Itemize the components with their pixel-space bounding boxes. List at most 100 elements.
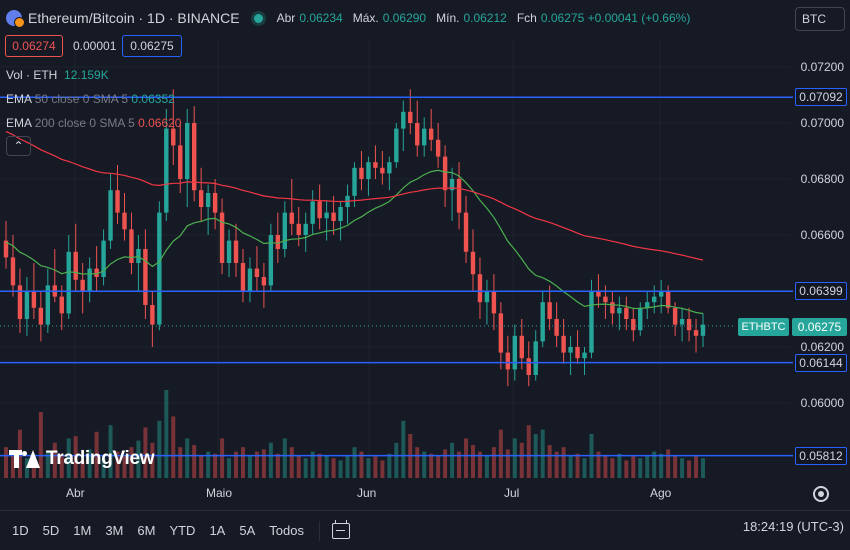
volume-bar (659, 453, 664, 478)
candle (533, 330, 538, 381)
volume-bar (192, 445, 197, 478)
candle-body (505, 352, 511, 370)
candle-body (589, 291, 594, 353)
candle-body (87, 268, 92, 291)
candle-body (17, 285, 23, 319)
chart-settings-gear-icon[interactable] (813, 486, 829, 502)
timeframe-6m[interactable]: 6M (137, 523, 156, 538)
ema50-legend[interactable]: EMA 50 close 0 SMA 5 0.06352 (6, 92, 175, 106)
candle-body (638, 307, 643, 331)
candle-body (247, 268, 253, 291)
volume-bar (143, 427, 148, 478)
candle (178, 123, 183, 193)
volume-indicator-legend[interactable]: Vol · ETH 12.159K (6, 68, 109, 82)
bottom-toolbar: 1D 5D 1M 3M 6M YTD 1A 5A Todos (0, 510, 850, 550)
candle (233, 223, 239, 277)
candle (366, 156, 371, 196)
candle-body (422, 128, 427, 146)
volume-bar (289, 447, 294, 478)
timeframe-all[interactable]: Todos (269, 523, 304, 538)
volume-bar (603, 456, 608, 478)
timeframe-1a[interactable]: 1A (209, 523, 226, 538)
candle-body (157, 212, 162, 325)
candle (603, 285, 608, 319)
candle-body (198, 190, 204, 207)
candle (3, 221, 9, 269)
volume-bar (666, 449, 671, 478)
volume-bar (185, 438, 190, 478)
volume-bar (450, 442, 455, 478)
time-label-aug: Ago (650, 486, 672, 500)
time-label-may: Maio (206, 486, 233, 500)
ema200-params: 200 close 0 SMA 5 (34, 116, 135, 130)
sell-price-box[interactable]: 0.06274 (5, 35, 63, 57)
clock-timezone[interactable]: 18:24:19 (UTC-3) (742, 519, 844, 534)
candle-body (652, 296, 657, 303)
ema200-legend[interactable]: EMA 200 close 0 SMA 5 0.06620 (6, 116, 181, 130)
market-status-icon[interactable] (253, 13, 263, 23)
date-range-calendar-icon[interactable] (331, 519, 350, 539)
candle (547, 285, 552, 331)
candle-body (387, 162, 392, 174)
candle-body (191, 123, 197, 191)
ohlc-low-label: Mín. (436, 11, 460, 25)
candle (561, 319, 566, 364)
candle (268, 223, 274, 291)
volume-bars (4, 390, 705, 478)
candle-body (359, 167, 364, 179)
timeframe-5d[interactable]: 5D (42, 523, 60, 538)
level-price-tag[interactable]: 0.06144 (795, 353, 847, 372)
candle (679, 307, 685, 342)
timeframe-5a[interactable]: 5A (239, 523, 256, 538)
volume-bar (631, 456, 636, 478)
candle (665, 285, 671, 314)
price-chart[interactable] (0, 0, 850, 510)
buy-price-box[interactable]: 0.06275 (122, 35, 182, 57)
tradingview-logo[interactable]: TradingView (9, 448, 155, 470)
level-price-tag[interactable]: 0.07092 (795, 88, 847, 107)
ohlc-close-value: 0.06275 +0.00041 (+0.66%) (540, 11, 691, 25)
level-price-tag[interactable]: 0.05812 (795, 446, 847, 465)
volume-bar (540, 429, 545, 478)
ema200-value: 0.06620 (138, 116, 182, 130)
candle (17, 268, 23, 333)
volume-bar (157, 420, 162, 478)
candle (66, 235, 71, 319)
candle (289, 179, 294, 235)
candle (422, 117, 427, 157)
candle-body (672, 307, 678, 325)
timeframe-1d[interactable]: 1D (12, 523, 29, 538)
volume-bar (505, 449, 510, 478)
candle (491, 274, 497, 331)
candle (10, 235, 16, 297)
candle (449, 167, 455, 221)
candle-body (554, 319, 559, 336)
timeframe-3m[interactable]: 3M (105, 523, 124, 538)
currency-selector[interactable]: BTC (795, 7, 845, 31)
timeframe-ytd[interactable]: YTD (169, 523, 196, 538)
candle (463, 195, 469, 263)
candle (94, 246, 99, 291)
timeframe-1m[interactable]: 1M (73, 523, 92, 538)
symbol-legend: Ethereum/Bitcoin · 1D · BINANCE Abr 0.062… (6, 9, 696, 28)
volume-bar (101, 458, 106, 478)
candle-body (10, 257, 16, 286)
volume-bar (547, 445, 552, 478)
volume-bar (498, 429, 503, 478)
collapse-legend-icon[interactable]: ⌃ (6, 136, 31, 156)
volume-bar (443, 449, 448, 478)
candle (303, 212, 308, 252)
volume-bar (491, 447, 496, 478)
level-price-tag[interactable]: 0.06399 (795, 282, 847, 301)
volume-bar (645, 456, 650, 478)
volume-bar (582, 458, 587, 478)
symbol-title[interactable]: Ethereum/Bitcoin · 1D · BINANCE (28, 10, 240, 26)
candle-body (164, 128, 169, 213)
candle (589, 279, 594, 359)
candle (512, 324, 518, 381)
volume-bar (136, 440, 141, 478)
candle-body (171, 128, 176, 146)
volume-bar (296, 456, 301, 478)
volume-bar (673, 456, 678, 478)
candle (408, 89, 413, 135)
